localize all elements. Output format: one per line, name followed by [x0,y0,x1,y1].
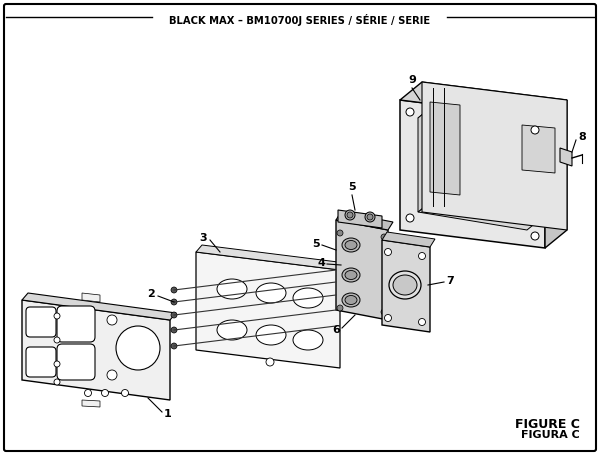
Circle shape [171,312,177,318]
Text: 8: 8 [578,132,586,142]
FancyBboxPatch shape [57,306,95,342]
Polygon shape [560,148,572,166]
Ellipse shape [345,241,357,249]
Ellipse shape [345,295,357,304]
Ellipse shape [256,283,286,303]
Polygon shape [545,100,567,248]
Ellipse shape [342,293,360,307]
Circle shape [406,214,414,222]
Polygon shape [430,102,460,195]
Ellipse shape [345,271,357,279]
Text: 5: 5 [348,182,356,192]
Circle shape [531,232,539,240]
Polygon shape [382,240,430,332]
Polygon shape [22,300,170,400]
Ellipse shape [217,320,247,340]
Circle shape [381,234,387,240]
Circle shape [171,299,177,305]
Circle shape [381,309,387,315]
Polygon shape [82,293,100,302]
Circle shape [385,248,392,256]
Circle shape [116,326,160,370]
Ellipse shape [256,325,286,345]
Circle shape [54,313,60,319]
Polygon shape [400,100,545,248]
Polygon shape [82,400,100,407]
Ellipse shape [342,238,360,252]
Circle shape [107,370,117,380]
Text: FIGURA C: FIGURA C [521,430,580,440]
Text: 2: 2 [147,289,155,299]
Text: FIGURE C: FIGURE C [515,418,580,431]
Polygon shape [196,252,340,368]
FancyBboxPatch shape [26,307,56,337]
Circle shape [347,212,353,218]
Circle shape [337,230,343,236]
Polygon shape [336,220,388,320]
Circle shape [171,327,177,333]
Circle shape [419,318,425,325]
Polygon shape [382,232,435,247]
Polygon shape [422,82,567,230]
Polygon shape [418,100,440,212]
Circle shape [531,126,539,134]
Polygon shape [336,212,393,230]
Polygon shape [22,293,176,320]
Circle shape [367,214,373,220]
Text: 9: 9 [408,75,416,85]
Text: 1: 1 [164,409,172,419]
Text: 4: 4 [317,258,325,268]
Ellipse shape [293,288,323,308]
Circle shape [365,212,375,222]
Ellipse shape [393,275,417,295]
FancyBboxPatch shape [26,347,56,377]
Circle shape [171,343,177,349]
Ellipse shape [217,279,247,299]
Circle shape [54,379,60,385]
Polygon shape [338,210,382,228]
Ellipse shape [389,271,421,299]
Circle shape [85,389,91,396]
Circle shape [406,108,414,116]
Circle shape [266,358,274,366]
Ellipse shape [342,268,360,282]
Circle shape [121,389,128,396]
Circle shape [345,210,355,220]
Polygon shape [418,100,549,136]
Polygon shape [400,82,567,118]
Text: 5: 5 [313,239,320,249]
Polygon shape [418,194,549,230]
Polygon shape [196,245,346,270]
Text: BLACK MAX – BM10700J SERIES / SÉRIE / SERIE: BLACK MAX – BM10700J SERIES / SÉRIE / SE… [169,14,431,26]
Ellipse shape [293,330,323,350]
Text: 7: 7 [446,276,454,286]
Polygon shape [522,125,555,173]
Circle shape [54,337,60,343]
Circle shape [54,361,60,367]
Circle shape [337,305,343,311]
Circle shape [385,314,392,322]
Circle shape [171,287,177,293]
Circle shape [107,315,117,325]
Text: 6: 6 [332,325,340,335]
Circle shape [419,253,425,259]
FancyBboxPatch shape [57,344,95,380]
Circle shape [101,389,109,396]
Text: 3: 3 [199,233,207,243]
